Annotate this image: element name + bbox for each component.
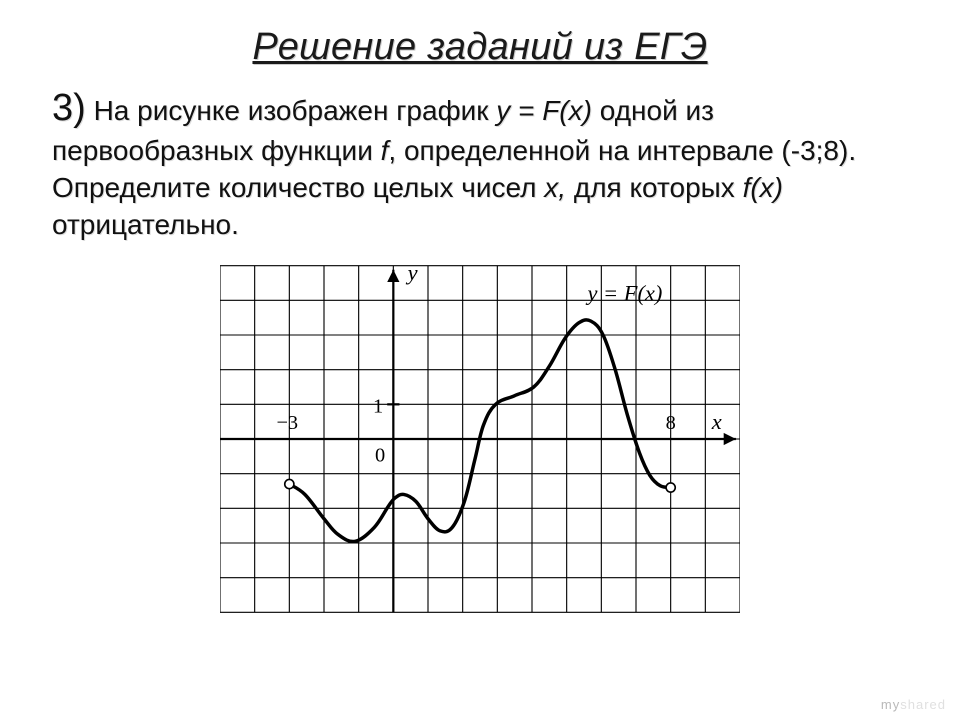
slide: Решение заданий из ЕГЭ 3) На рисунке изо…	[0, 0, 960, 720]
svg-text:x: x	[711, 409, 722, 434]
chart-container: y x 0 1 −3 8 y = F(x)	[220, 254, 740, 624]
problem-number: 3)	[52, 87, 86, 129]
text: отрицательно.	[52, 209, 239, 240]
equation: x,	[544, 172, 566, 203]
watermark-left: my	[881, 697, 900, 712]
watermark-right: shared	[900, 697, 946, 712]
text: для которых	[566, 172, 742, 203]
svg-text:0: 0	[375, 444, 385, 466]
equation: y = F(x)	[496, 95, 592, 126]
svg-text:8: 8	[666, 412, 676, 434]
svg-text:1: 1	[373, 396, 383, 418]
svg-text:y: y	[406, 260, 418, 285]
svg-text:−3: −3	[276, 412, 298, 434]
text: На рисунке изображен график	[94, 95, 497, 126]
svg-text:y = F(x): y = F(x)	[585, 280, 662, 305]
equation: f(x)	[743, 172, 783, 203]
page-title: Решение заданий из ЕГЭ	[0, 26, 960, 69]
watermark: myshared	[881, 697, 946, 712]
function-graph: y x 0 1 −3 8 y = F(x)	[220, 254, 740, 624]
problem-text: 3) На рисунке изображен график y = F(x) …	[52, 83, 904, 244]
